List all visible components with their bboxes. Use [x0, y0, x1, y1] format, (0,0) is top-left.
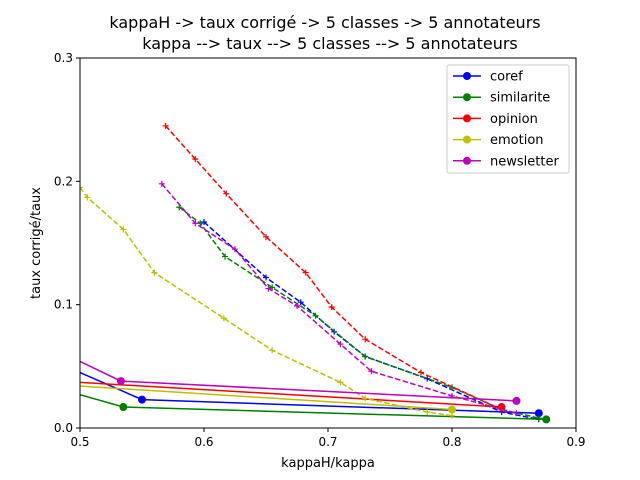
x-tick-label: 0.6	[194, 435, 213, 449]
point-marker-coref	[424, 375, 431, 382]
legend-marker-similarite	[463, 93, 471, 102]
legend-label-similarite: similarite	[490, 91, 550, 106]
point-marker-newsletter	[192, 220, 199, 227]
point-circle-coref	[138, 395, 146, 404]
point-marker-newsletter	[513, 410, 520, 417]
legend-label-newsletter: newsletter	[490, 154, 559, 169]
x-tick-label: 0.5	[70, 435, 89, 449]
point-marker-newsletter	[368, 368, 375, 375]
point-marker-coref	[297, 299, 304, 306]
point-marker-emotion	[269, 347, 276, 354]
point-marker-emotion	[84, 194, 91, 201]
point-marker-opinion	[162, 122, 169, 129]
legend-label-opinion: opinion	[490, 112, 538, 127]
point-marker-newsletter	[265, 285, 272, 292]
point-marker-emotion	[220, 315, 227, 322]
y-axis-label: taux corrigé/taux	[29, 187, 44, 299]
chart-title-line-2: kappa --> taux --> 5 classes --> 5 annot…	[142, 34, 518, 53]
legend-marker-newsletter	[463, 156, 471, 165]
legend-box	[446, 64, 570, 174]
point-marker-emotion	[362, 395, 369, 402]
series-line-solid-emotion	[80, 385, 453, 411]
y-axis-ticks: 0.0 0.1 0.2 0.3	[54, 51, 80, 435]
point-marker-opinion	[418, 369, 424, 376]
legend-item-opinion: opinion	[453, 112, 538, 127]
point-marker-similarite	[362, 353, 369, 360]
chart-title-line-1: kappaH -> taux corrigé -> 5 classes -> 5…	[109, 13, 540, 32]
point-marker-opinion	[192, 156, 199, 163]
point-circle-coref	[534, 409, 543, 418]
point-marker-similarite	[269, 284, 276, 291]
y-tick-label: 0.2	[54, 174, 73, 188]
legend-marker-emotion	[463, 135, 471, 144]
y-tick-label: 0.3	[54, 51, 73, 65]
x-tick-label: 0.7	[318, 435, 337, 449]
point-circle-similarite	[119, 403, 128, 412]
legend-label-coref: coref	[490, 70, 523, 85]
x-axis-ticks: 0.5 0.6 0.7 0.8 0.9	[70, 428, 586, 449]
point-marker-emotion	[337, 379, 344, 386]
x-tick-label: 0.8	[442, 435, 461, 449]
legend: coref similarite opinion emotion newsletter	[446, 64, 570, 174]
point-circle-similarite	[542, 415, 551, 424]
series-line-solid-opinion	[80, 381, 502, 408]
series-newsletter	[80, 180, 521, 417]
point-marker-newsletter	[337, 341, 344, 348]
series-line-dashed-emotion	[80, 187, 453, 417]
legend-marker-opinion	[463, 114, 471, 123]
point-marker-similarite	[535, 415, 542, 422]
point-marker-emotion	[449, 412, 455, 419]
legend-item-coref: coref	[453, 70, 523, 85]
point-marker-emotion	[424, 408, 431, 415]
point-circle-newsletter	[116, 377, 125, 386]
point-marker-emotion	[80, 184, 83, 191]
point-marker-similarite	[222, 253, 229, 260]
y-tick-label: 0.0	[54, 421, 73, 435]
point-marker-opinion	[263, 233, 269, 240]
legend-label-emotion: emotion	[490, 133, 544, 148]
point-marker-opinion	[328, 304, 335, 311]
series-line-dashed-opinion	[165, 125, 502, 411]
point-marker-opinion	[362, 336, 369, 343]
point-marker-newsletter	[294, 302, 300, 309]
point-marker-newsletter	[158, 180, 165, 187]
point-marker-coref	[263, 274, 269, 281]
y-tick-label: 0.1	[54, 298, 73, 312]
legend-item-emotion: emotion	[453, 133, 544, 148]
point-circle-newsletter	[512, 396, 521, 405]
point-marker-opinion	[302, 269, 309, 276]
x-tick-label: 0.9	[566, 435, 585, 449]
point-marker-emotion	[120, 226, 127, 233]
point-marker-opinion	[223, 190, 230, 197]
point-marker-newsletter	[232, 246, 238, 253]
legend-item-similarite: similarite	[453, 91, 550, 106]
legend-item-newsletter: newsletter	[453, 154, 559, 169]
series-emotion	[80, 184, 456, 419]
point-marker-similarite	[312, 312, 319, 319]
point-circle-emotion	[448, 405, 456, 414]
point-marker-emotion	[151, 269, 158, 276]
point-marker-coref	[201, 219, 207, 226]
legend-marker-coref	[463, 72, 471, 80]
x-axis-label: kappaH/kappa	[281, 456, 375, 471]
series-layer	[80, 122, 551, 424]
